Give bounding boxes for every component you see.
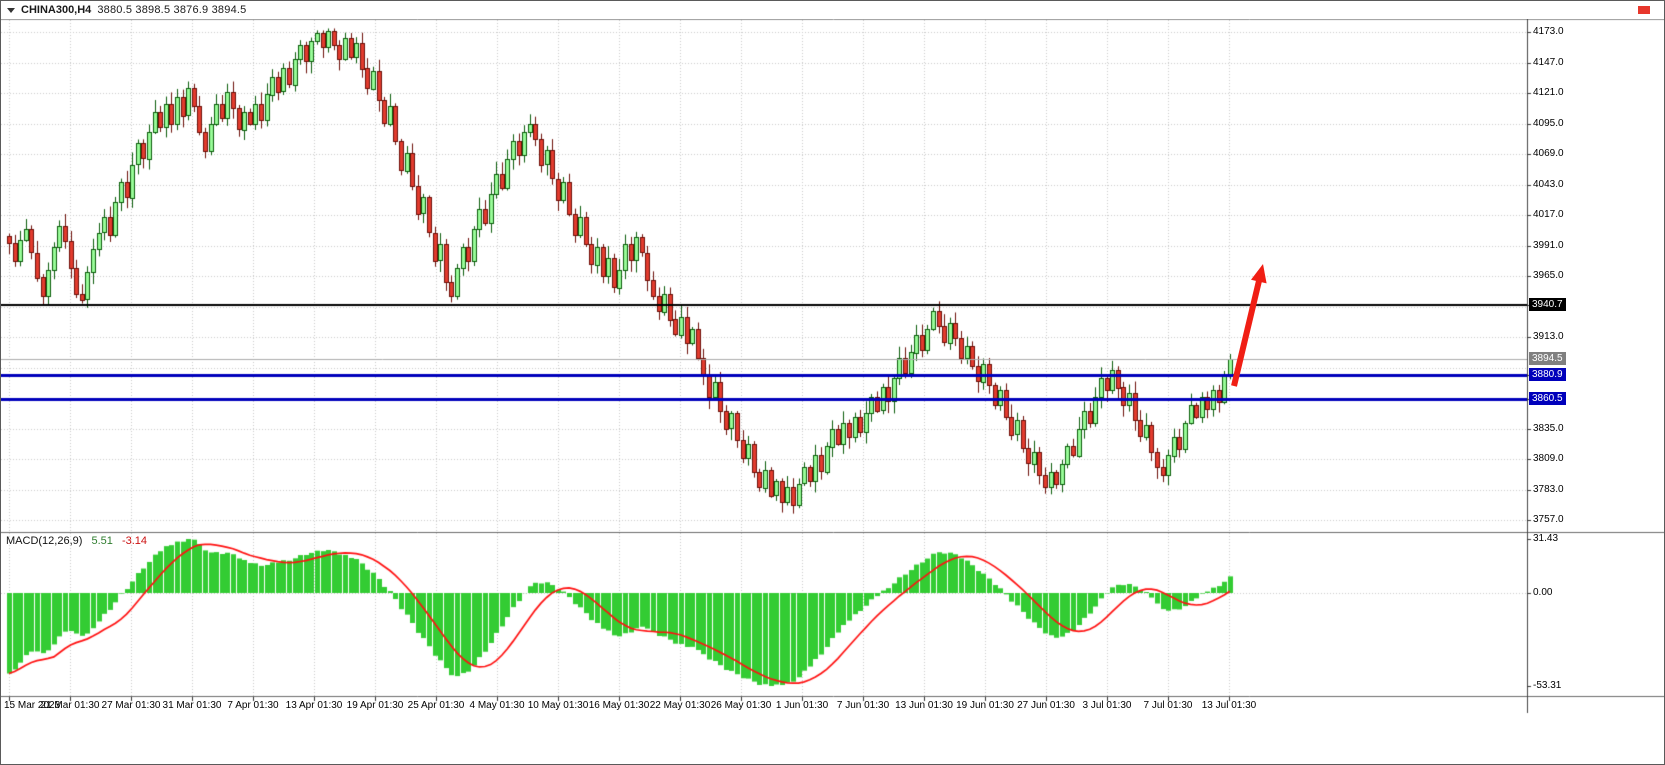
price-axis-tick: 3783.0 (1533, 484, 1564, 495)
date-axis-label: 31 Mar 01:30 (162, 700, 222, 711)
ohlc-values: 3880.5 3898.5 3876.9 3894.5 (97, 4, 247, 16)
date-axis-label: 27 Jun 01:30 (1017, 700, 1075, 711)
date-axis-label: 7 Jun 01:30 (836, 700, 890, 711)
macd-main-value: 5.51 (91, 535, 113, 547)
price-axis-tick: 4017.0 (1533, 209, 1564, 220)
price-axis-tick: 3965.0 (1533, 270, 1564, 281)
price-axis-tick: 4173.0 (1533, 26, 1564, 37)
date-axis-label: 21 Mar 01:30 (40, 700, 100, 711)
chart-info-bar: CHINA300,H4 3880.5 3898.5 3876.9 3894.5 (1, 1, 1664, 19)
macd-signal-value: -3.14 (121, 535, 148, 547)
price-axis-tick: 4147.0 (1533, 57, 1564, 68)
date-axis-label: 13 Apr 01:30 (285, 700, 343, 711)
current-price-tag: 3894.5 (1529, 352, 1566, 365)
date-axis-label: 16 May 01:30 (588, 700, 650, 711)
date-axis-label: 4 May 01:30 (469, 700, 525, 711)
price-axis-tick: 3835.0 (1533, 423, 1564, 434)
macd-name: MACD(12,26,9) (6, 535, 83, 547)
arrow-shaft (1231, 278, 1263, 387)
date-axis-label: 15 Mar 2023 (4, 700, 61, 711)
trend-arrow-annotation[interactable] (1219, 248, 1279, 408)
symbol-timeframe-label: CHINA300,H4 (21, 4, 92, 16)
date-axis-label: 7 Apr 01:30 (227, 700, 279, 711)
date-axis-label: 19 Jun 01:30 (956, 700, 1014, 711)
price-axis-tick: 3809.0 (1533, 453, 1564, 464)
time-axis[interactable]: 15 Mar 2023 21 Mar 01:30 27 Mar 01:30 31 Ma… (1, 697, 1664, 715)
arrow-head-icon (1251, 264, 1267, 284)
date-axis-label: 19 Apr 01:30 (346, 700, 404, 711)
alert-indicator[interactable] (1638, 6, 1650, 14)
macd-axis-tick: -53.31 (1533, 680, 1562, 691)
date-axis-label: 1 Jun 01:30 (775, 700, 829, 711)
price-level-tag: 3880.9 (1529, 368, 1566, 381)
date-axis-label: 3 Jul 01:30 (1082, 700, 1132, 711)
date-axis-label: 25 Apr 01:30 (407, 700, 465, 711)
date-axis-label: 26 May 01:30 (710, 700, 772, 711)
price-axis-tick: 4043.0 (1533, 179, 1564, 190)
price-axis-tick: 4069.0 (1533, 148, 1564, 159)
price-level-tag: 3940.7 (1529, 298, 1566, 311)
price-axis-tick: 3991.0 (1533, 240, 1564, 251)
date-axis-label: 13 Jun 01:30 (895, 700, 953, 711)
date-axis-label: 22 May 01:30 (649, 700, 711, 711)
macd-axis-tick: 31.43 (1533, 533, 1559, 544)
price-axis-tick: 4121.0 (1533, 87, 1564, 98)
symbol-dropdown-icon[interactable] (7, 7, 15, 13)
price-level-tag: 3860.5 (1529, 392, 1566, 405)
date-axis-label: 7 Jul 01:30 (1143, 700, 1193, 711)
date-axis-label: 10 May 01:30 (527, 700, 589, 711)
macd-axis-tick: 0.00 (1533, 587, 1553, 598)
date-axis-label: 13 Jul 01:30 (1201, 700, 1257, 711)
macd-indicator-label: MACD(12,26,9) 5.51 -3.14 (6, 535, 153, 547)
date-axis-label: 27 Mar 01:30 (101, 700, 161, 711)
price-axis-tick: 3757.0 (1533, 514, 1564, 525)
price-axis-tick: 4095.0 (1533, 118, 1564, 129)
price-axis[interactable]: 4173.0 4147.0 4121.0 4095.0 4069.0 4043.0 4017… (1528, 1, 1664, 764)
price-axis-tick: 3913.0 (1533, 331, 1564, 342)
